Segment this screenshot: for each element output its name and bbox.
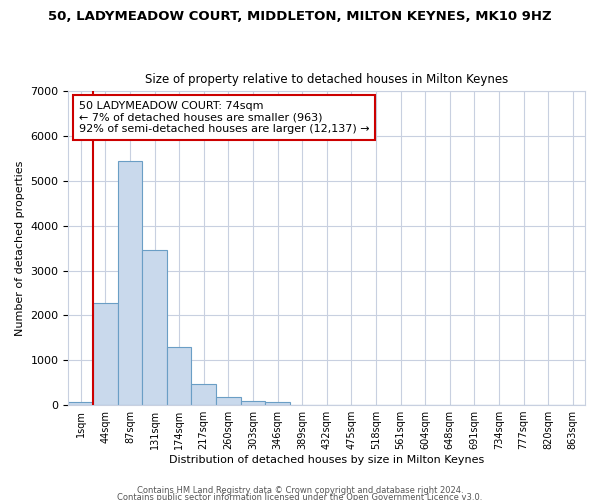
Bar — [93, 303, 118, 405]
Text: 50 LADYMEADOW COURT: 74sqm
← 7% of detached houses are smaller (963)
92% of semi: 50 LADYMEADOW COURT: 74sqm ← 7% of detac… — [79, 100, 370, 134]
Title: Size of property relative to detached houses in Milton Keynes: Size of property relative to detached ho… — [145, 73, 508, 86]
Bar — [142, 250, 167, 405]
Bar — [265, 402, 290, 405]
Text: Contains public sector information licensed under the Open Government Licence v3: Contains public sector information licen… — [118, 494, 482, 500]
Bar — [118, 161, 142, 405]
Bar — [68, 402, 93, 405]
Text: 50, LADYMEADOW COURT, MIDDLETON, MILTON KEYNES, MK10 9HZ: 50, LADYMEADOW COURT, MIDDLETON, MILTON … — [48, 10, 552, 23]
Bar — [216, 396, 241, 405]
Bar — [191, 384, 216, 405]
Y-axis label: Number of detached properties: Number of detached properties — [15, 160, 25, 336]
Bar — [241, 401, 265, 405]
Text: Contains HM Land Registry data © Crown copyright and database right 2024.: Contains HM Land Registry data © Crown c… — [137, 486, 463, 495]
X-axis label: Distribution of detached houses by size in Milton Keynes: Distribution of detached houses by size … — [169, 455, 484, 465]
Bar — [167, 347, 191, 405]
